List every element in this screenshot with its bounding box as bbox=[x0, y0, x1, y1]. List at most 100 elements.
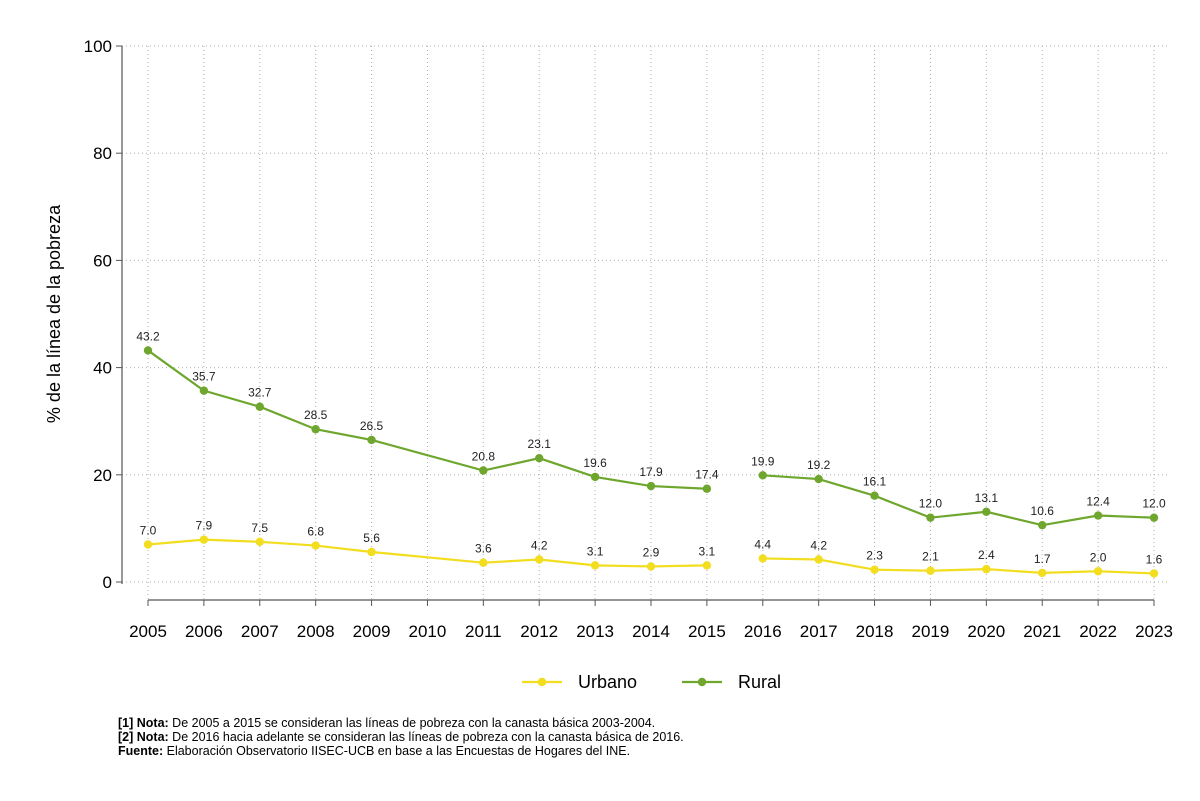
rural-label-2015: 17.4 bbox=[695, 468, 719, 482]
urbano-label-2020: 2.4 bbox=[978, 548, 995, 562]
urbano-point-2019 bbox=[926, 566, 935, 575]
rural-point-2012 bbox=[535, 453, 544, 463]
legend-rural-marker bbox=[697, 677, 707, 687]
rural-label-2012: 23.1 bbox=[528, 437, 552, 451]
urbano-point-2021 bbox=[1038, 568, 1047, 578]
rural-point-2006 bbox=[199, 386, 209, 395]
x-tick-label-2005: 2005 bbox=[129, 622, 167, 641]
y-tick-label-80: 80 bbox=[93, 144, 112, 163]
x-tick-label-2018: 2018 bbox=[856, 622, 894, 641]
urbano-label-2015: 3.1 bbox=[699, 544, 716, 558]
rural-label-2020: 13.1 bbox=[975, 491, 999, 505]
x-tick-label-2012: 2012 bbox=[520, 622, 558, 641]
rural-label-2018: 16.1 bbox=[863, 475, 887, 489]
legend-rural-label: Rural bbox=[738, 672, 781, 692]
x-tick-label-2014: 2014 bbox=[632, 622, 670, 641]
urbano-label-2022: 2.0 bbox=[1090, 550, 1107, 564]
source-text: Elaboración Observatorio IISEC-UCB en ba… bbox=[163, 744, 631, 758]
urbano-point-2007 bbox=[255, 537, 264, 546]
x-tick-label-2006: 2006 bbox=[185, 622, 223, 641]
urbano-label-2011: 3.6 bbox=[475, 542, 492, 556]
urbano-label-2013: 3.1 bbox=[587, 544, 604, 558]
rural-point-2014 bbox=[646, 481, 656, 491]
note-1-text: De 2005 a 2015 se consideran las líneas … bbox=[168, 716, 656, 730]
rural-label-2013: 19.6 bbox=[583, 456, 607, 470]
rural-label-2019: 12.0 bbox=[919, 497, 943, 511]
urbano-point-2016 bbox=[758, 554, 767, 563]
x-tick-label-2007: 2007 bbox=[241, 622, 279, 641]
footnotes: [1] Nota: De 2005 a 2015 se consideran l… bbox=[118, 716, 684, 758]
x-tick-label-2011: 2011 bbox=[465, 622, 502, 641]
urbano-point-2020 bbox=[982, 564, 991, 574]
x-tick-label-2016: 2016 bbox=[744, 622, 782, 641]
rural-label-2007: 32.7 bbox=[248, 386, 272, 400]
rural-label-2023: 12.0 bbox=[1142, 497, 1166, 511]
legend-urbano-marker bbox=[537, 677, 547, 687]
x-tick-label-2010: 2010 bbox=[409, 622, 447, 641]
urbano-point-2022 bbox=[1093, 567, 1103, 576]
x-tick-label-2013: 2013 bbox=[576, 622, 614, 641]
urbano-label-2014: 2.9 bbox=[643, 545, 660, 559]
y-tick-label-60: 60 bbox=[93, 251, 112, 270]
urbano-label-2009: 5.6 bbox=[363, 531, 380, 545]
urbano-point-2006 bbox=[199, 535, 209, 544]
urbano-point-2009 bbox=[367, 547, 376, 557]
rural-label-2009: 26.5 bbox=[360, 419, 384, 433]
legend-urbano-label: Urbano bbox=[578, 672, 637, 692]
rural-point-2021 bbox=[1038, 520, 1047, 530]
urbano-point-2015 bbox=[702, 561, 712, 570]
rural-label-2006: 35.7 bbox=[192, 370, 216, 384]
rural-point-2015 bbox=[702, 484, 712, 493]
rural-point-2017 bbox=[814, 474, 823, 484]
urbano-label-2006: 7.9 bbox=[196, 519, 213, 533]
x-tick-label-2017: 2017 bbox=[800, 622, 838, 641]
x-tick-label-2019: 2019 bbox=[912, 622, 950, 641]
note-2-text: De 2016 hacia adelante se consideran las… bbox=[168, 730, 684, 744]
rural-point-2018 bbox=[870, 491, 879, 500]
urbano-label-2017: 4.2 bbox=[810, 538, 827, 552]
x-tick-label-2008: 2008 bbox=[297, 622, 335, 641]
note-1: [1] Nota: De 2005 a 2015 se consideran l… bbox=[118, 716, 684, 730]
source-label: Fuente: bbox=[118, 744, 164, 758]
rural-point-2023 bbox=[1149, 513, 1159, 522]
y-axis-title: % de la línea de la pobreza bbox=[44, 204, 64, 423]
rural-label-2021: 10.6 bbox=[1031, 504, 1055, 518]
urbano-label-2019: 2.1 bbox=[922, 550, 939, 564]
urbano-label-2018: 2.3 bbox=[866, 549, 883, 563]
rural-point-2019 bbox=[926, 513, 935, 522]
rural-point-2022 bbox=[1093, 511, 1103, 520]
x-tick-label-2009: 2009 bbox=[353, 622, 391, 641]
urbano-point-2008 bbox=[311, 541, 320, 550]
rural-point-2016 bbox=[758, 471, 767, 480]
urbano-line-segment-2 bbox=[762, 557, 1155, 575]
rural-label-2022: 12.4 bbox=[1086, 495, 1110, 509]
urbano-label-2012: 4.2 bbox=[531, 538, 548, 552]
rural-label-2014: 17.9 bbox=[639, 465, 663, 479]
note-2: [2] Nota: De 2016 hacia adelante se cons… bbox=[118, 730, 684, 744]
x-tick-label-2022: 2022 bbox=[1079, 622, 1117, 641]
urbano-point-2013 bbox=[590, 561, 600, 570]
rural-label-2016: 19.9 bbox=[751, 454, 775, 468]
urbano-point-2023 bbox=[1149, 569, 1159, 578]
rural-point-2009 bbox=[367, 435, 376, 445]
rural-label-2017: 19.2 bbox=[807, 458, 831, 472]
rural-point-2013 bbox=[590, 472, 600, 482]
urbano-label-2021: 1.7 bbox=[1034, 552, 1051, 566]
urbano-label-2005: 7.0 bbox=[140, 523, 157, 537]
urbano-label-2008: 6.8 bbox=[307, 525, 324, 539]
y-tick-label-0: 0 bbox=[103, 573, 112, 592]
rural-line-segment-1 bbox=[147, 349, 707, 490]
urbano-point-2012 bbox=[535, 555, 544, 564]
x-tick-label-2015: 2015 bbox=[688, 622, 726, 641]
source-note: Fuente: Elaboración Observatorio IISEC-U… bbox=[118, 744, 684, 758]
urbano-point-2011 bbox=[479, 558, 488, 567]
note-2-label: [2] Nota: bbox=[118, 730, 169, 744]
rural-point-2008 bbox=[311, 425, 320, 434]
rural-point-2005 bbox=[143, 346, 153, 355]
urbano-label-2007: 7.5 bbox=[251, 521, 268, 535]
x-tick-label-2020: 2020 bbox=[967, 622, 1005, 641]
y-tick-label-20: 20 bbox=[93, 466, 112, 485]
x-tick-label-2021: 2021 bbox=[1023, 622, 1061, 641]
rural-point-2020 bbox=[982, 507, 991, 516]
rural-point-2011 bbox=[479, 466, 488, 475]
